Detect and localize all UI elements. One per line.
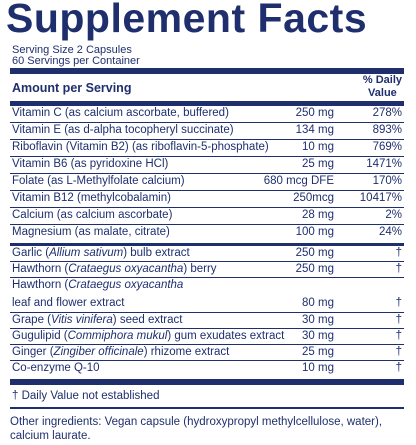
nutrient-dv: 893% — [372, 124, 402, 136]
nutrient-amount: 250 mg — [295, 107, 334, 119]
nutrient-amount: 10 mg — [302, 141, 334, 153]
nutrient-row: Riboflavin (Vitamin B2) (as riboflavin-5… — [10, 140, 404, 157]
herbal-row-hawthorn-leaf-line2: leaf and flower extract 80 mg † — [10, 294, 404, 313]
nutrient-name: Calcium (as calcium ascorbate) — [12, 209, 173, 221]
nutrient-row: Calcium (as calcium ascorbate) 28 mg 2% — [10, 208, 404, 225]
herbal-row-hawthorn-leaf-line1: Hawthorn (Crataegus oxyacantha — [12, 279, 184, 291]
servings-per-container: 60 Servings per Container — [12, 55, 140, 67]
nutrient-name: Vitamin B6 (as pyridoxine HCl) — [12, 158, 169, 170]
nutrient-dv: 769% — [372, 141, 402, 153]
herbal-row-coq10: Co-enzyme Q-10 10 mg † — [12, 362, 402, 374]
amount-per-serving-label: Amount per Serving — [12, 81, 132, 95]
nutrient-row: Magnesium (as malate, citrate) 100 mg 24% — [10, 225, 404, 242]
nutrient-name: Vitamin E (as d-alpha tocopheryl succina… — [12, 124, 234, 136]
nutrient-amount: 28 mg — [302, 209, 334, 221]
thick-divider-bottom — [10, 379, 404, 385]
nutrient-name: Vitamin B12 (methylcobalamin) — [12, 192, 171, 204]
divider-footer — [10, 407, 404, 409]
daily-value-label-2: Value — [368, 87, 397, 99]
nutrient-row: Vitamin E (as d-alpha tocopheryl succina… — [10, 123, 404, 140]
herbal-row-gugulipid: Gugulipid (Commiphora mukul) gum exudate… — [10, 329, 404, 345]
nutrient-name: Folate (as L-Methylfolate calcium) — [12, 175, 185, 187]
nutrient-amount: 100 mg — [295, 226, 334, 238]
nutrient-row: Vitamin B6 (as pyridoxine HCl) 25 mg 1471% — [10, 157, 404, 174]
nutrient-row: Vitamin C (as calcium ascorbate, buffere… — [10, 106, 404, 123]
nutrient-dv: 10417% — [359, 192, 402, 204]
nutrient-dv: 1471% — [366, 158, 402, 170]
other-ingredients: Other ingredients: Vegan capsule (hydrox… — [10, 416, 383, 442]
nutrient-dv: 2% — [385, 209, 402, 221]
herbal-row-garlic: Garlic (Allium sativum) bulb extract 250… — [10, 246, 404, 262]
serving-size: Serving Size 2 Capsules — [12, 44, 132, 56]
nutrient-name: Vitamin C (as calcium ascorbate, buffere… — [12, 107, 229, 119]
nutrient-amount: 25 mg — [302, 158, 334, 170]
nutrient-row: Vitamin B12 (methylcobalamin) 250mcg 10417… — [10, 191, 404, 208]
divider-herbal — [10, 243, 404, 246]
thick-divider-top — [10, 68, 404, 74]
nutrient-amount: 250mcg — [293, 192, 334, 204]
thick-divider-header — [10, 101, 404, 106]
footnote: † Daily Value not established — [12, 390, 160, 402]
daily-value-header: % Daily Value — [363, 74, 402, 100]
nutrient-amount: 134 mg — [295, 124, 334, 136]
herbal-row-hawthorn-berry: Hawthorn (Crataegus oxyacantha) berry 25… — [10, 262, 404, 278]
panel-title: Supplement Facts — [6, 0, 368, 41]
nutrient-amount: 680 mcg DFE — [263, 175, 334, 187]
nutrient-dv: 170% — [372, 175, 402, 187]
herbal-row-grape: Grape (Vitis vinifera) seed extract 30 m… — [10, 313, 404, 329]
daily-value-label-1: % Daily — [362, 74, 402, 86]
nutrient-dv: 278% — [372, 107, 402, 119]
nutrient-dv: 24% — [378, 226, 402, 238]
herbal-row-ginger: Ginger (Zingiber officinale) rhizome ext… — [10, 345, 404, 361]
nutrient-row: Folate (as L-Methylfolate calcium) 680 mc… — [10, 174, 404, 191]
nutrient-name: Magnesium (as malate, citrate) — [12, 226, 170, 238]
nutrient-name: Riboflavin (Vitamin B2) (as riboflavin-5… — [12, 141, 269, 153]
